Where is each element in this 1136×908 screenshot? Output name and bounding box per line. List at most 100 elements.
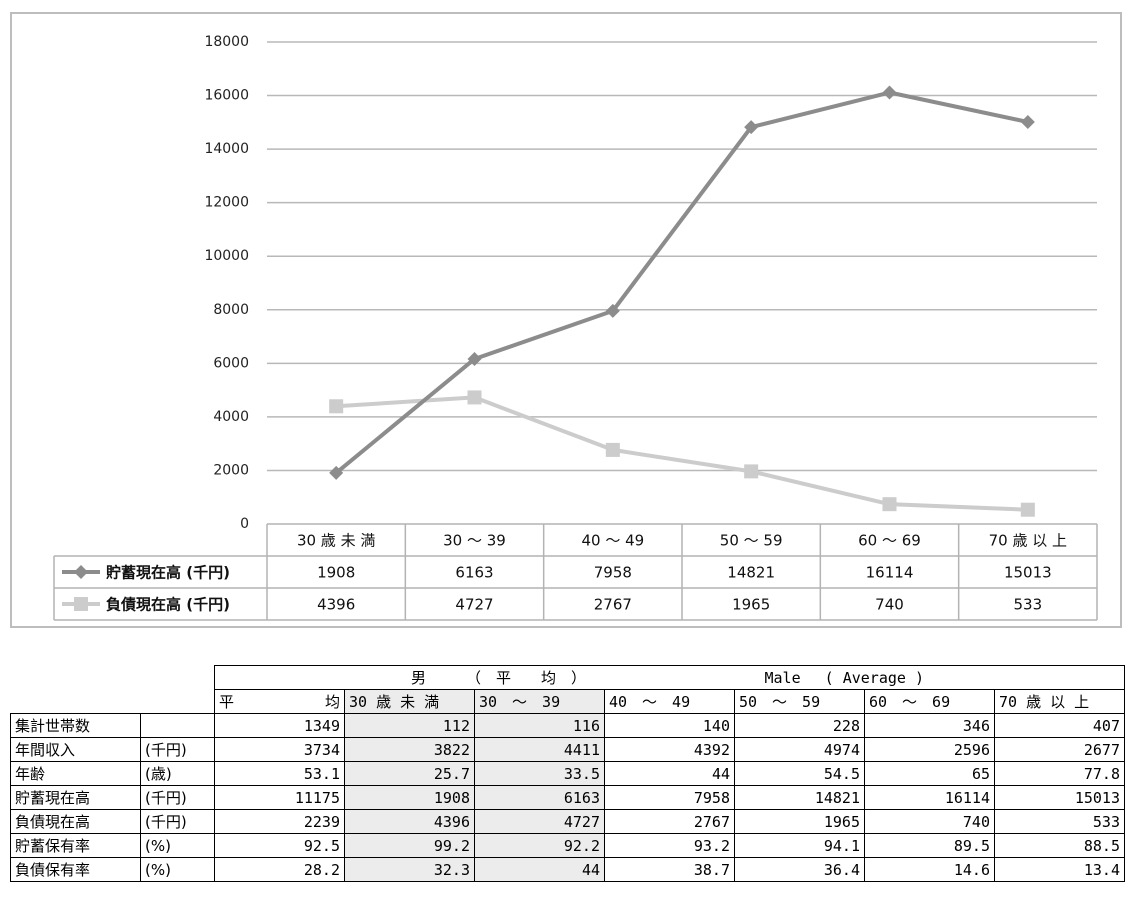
table-cell-1-1: 3822 <box>344 737 475 762</box>
table-value-1-3: 1965 <box>732 596 770 614</box>
table-value-1-5: 533 <box>1014 596 1043 614</box>
group-label-jp: 男 <box>411 669 427 687</box>
table-cell-2-2: 33.5 <box>474 761 605 786</box>
table-cell-2-6: 77.8 <box>994 761 1125 786</box>
table-cell-3-1: 1908 <box>344 785 475 810</box>
legend-marker-1 <box>74 597 88 611</box>
col-header-4: 60 ～ 69 <box>864 689 995 714</box>
col-header-2: 40 ～ 49 <box>604 689 735 714</box>
average-header-text: 平均 <box>219 691 340 712</box>
data-point-0-0 <box>329 465 344 480</box>
row-label-2: 年齢 <box>10 761 141 786</box>
stats-table: 男 （ 平 均 ） Male ( Average ) 平均 30 歳 未 満 30 ～ 3… <box>10 665 1125 882</box>
data-point-0-4 <box>882 85 897 100</box>
table-row: 年齢 (歳) 53.1 25.7 33.5 44 54.5 65 77.8 <box>10 761 1125 786</box>
row-unit-0 <box>140 713 215 738</box>
table-cell-6-0: 28.2 <box>214 857 345 882</box>
table-value-1-4: 740 <box>875 596 904 614</box>
row-label-5: 貯蓄保有率 <box>10 833 141 858</box>
row-unit-4: (千円) <box>140 809 215 834</box>
table-cell-0-4: 228 <box>734 713 865 738</box>
table-value-1-1: 4727 <box>455 596 493 614</box>
data-point-1-2 <box>605 442 620 457</box>
table-value-0-5: 15013 <box>1004 564 1052 582</box>
row-unit-6: (%) <box>140 857 215 882</box>
legend-marker-0 <box>74 565 88 579</box>
table-cell-6-3: 38.7 <box>604 857 735 882</box>
table-cell-6-5: 14.6 <box>864 857 995 882</box>
x-category-label-1: 30 ～ 39 <box>443 532 506 550</box>
table-cell-6-1: 32.3 <box>344 857 475 882</box>
table-cell-2-3: 44 <box>604 761 735 786</box>
table-cell-1-5: 2596 <box>864 737 995 762</box>
table-cell-6-2: 44 <box>474 857 605 882</box>
table-cell-1-6: 2677 <box>994 737 1125 762</box>
table-cell-2-5: 65 <box>864 761 995 786</box>
table-cell-5-3: 93.2 <box>604 833 735 858</box>
row-unit-5: (%) <box>140 833 215 858</box>
average-header-right: 均 <box>324 693 340 711</box>
y-tick-label-18000: 18000 <box>204 34 249 50</box>
table-value-0-1: 6163 <box>455 564 493 582</box>
table-cell-6-4: 36.4 <box>734 857 865 882</box>
row-label-4: 負債現在高 <box>10 809 141 834</box>
y-tick-label-4000: 4000 <box>213 409 249 425</box>
blank-corner-2 <box>11 690 215 714</box>
table-cell-3-6: 15013 <box>994 785 1125 810</box>
table-header-row-columns: 平均 30 歳 未 満 30 ～ 39 40 ～ 49 50 ～ 59 60 ～ 69 70… <box>11 689 1125 714</box>
series-line-0 <box>334 90 1029 475</box>
table-cell-1-2: 4411 <box>474 737 605 762</box>
table-cell-5-0: 92.5 <box>214 833 345 858</box>
y-tick-label-12000: 12000 <box>204 195 249 211</box>
data-point-1-5 <box>1020 502 1035 517</box>
table-cell-5-4: 94.1 <box>734 833 865 858</box>
data-point-0-2 <box>605 303 620 318</box>
table-cell-0-2: 116 <box>474 713 605 738</box>
table-row: 負債現在高 (千円) 2239 4396 4727 2767 1965 740 533 <box>10 809 1125 834</box>
legend-label-0: 貯蓄現在高 (千円) <box>106 564 230 582</box>
data-point-0-1 <box>467 351 482 366</box>
table-value-0-3: 14821 <box>727 564 775 582</box>
table-row: 集計世帯数 1349 112 116 140 228 346 407 <box>10 713 1125 738</box>
chart-frame: 0 2000 4000 6000 8000 10000 12000 14000 16000 180… <box>10 12 1122 628</box>
x-category-label-2: 40 ～ 49 <box>581 532 644 550</box>
table-cell-5-5: 89.5 <box>864 833 995 858</box>
row-label-6: 負債保有率 <box>10 857 141 882</box>
table-row: 貯蓄現在高 (千円) 11175 1908 6163 7958 14821 16114 1501… <box>10 785 1125 810</box>
x-category-label-0: 30 歳 未 満 <box>297 532 375 550</box>
data-point-1-3 <box>744 464 759 479</box>
data-point-1-0 <box>329 399 344 414</box>
y-tick-label-14000: 14000 <box>204 141 249 157</box>
table-cell-1-0: 3734 <box>214 737 345 762</box>
y-tick-label-16000: 16000 <box>204 88 249 104</box>
row-unit-1: (千円) <box>140 737 215 762</box>
line-chart: 0 2000 4000 6000 8000 10000 12000 14000 16000 180… <box>53 34 1098 621</box>
table-cell-2-1: 25.7 <box>344 761 475 786</box>
table-row: 年間収入 (千円) 3734 3822 4411 4392 4974 2596 2677 <box>10 737 1125 762</box>
y-tick-label-2000: 2000 <box>213 462 249 478</box>
legend-label-1: 負債現在高 (千円) <box>106 596 230 614</box>
table-cell-3-5: 16114 <box>864 785 995 810</box>
data-point-0-3 <box>744 120 759 135</box>
table-cell-4-3: 2767 <box>604 809 735 834</box>
table-cell-3-0: 11175 <box>214 785 345 810</box>
x-category-label-4: 60 ～ 69 <box>858 532 921 550</box>
row-label-0: 集計世帯数 <box>10 713 141 738</box>
col-header-3: 50 ～ 59 <box>734 689 865 714</box>
table-row: 負債保有率 (%) 28.2 32.3 44 38.7 36.4 14.6 13.4 <box>10 857 1125 882</box>
group-label-avg: （ 平 均 ） <box>466 669 587 687</box>
table-cell-0-6: 407 <box>994 713 1125 738</box>
table-cell-5-6: 88.5 <box>994 833 1125 858</box>
table-cell-4-2: 4727 <box>474 809 605 834</box>
row-unit-3: (千円) <box>140 785 215 810</box>
col-header-average: 平均 <box>214 689 345 714</box>
table-row: 貯蓄保有率 (%) 92.5 99.2 92.2 93.2 94.1 89.5 88.5 <box>10 833 1125 858</box>
group-header-en: Male ( Average ) <box>734 665 1125 690</box>
table-cell-4-6: 533 <box>994 809 1125 834</box>
table-cell-0-5: 346 <box>864 713 995 738</box>
row-label-3: 貯蓄現在高 <box>10 785 141 810</box>
blank-corner <box>11 666 215 690</box>
col-header-5: 70 歳 以 上 <box>994 689 1125 714</box>
table-cell-3-4: 14821 <box>734 785 865 810</box>
table-cell-5-1: 99.2 <box>344 833 475 858</box>
